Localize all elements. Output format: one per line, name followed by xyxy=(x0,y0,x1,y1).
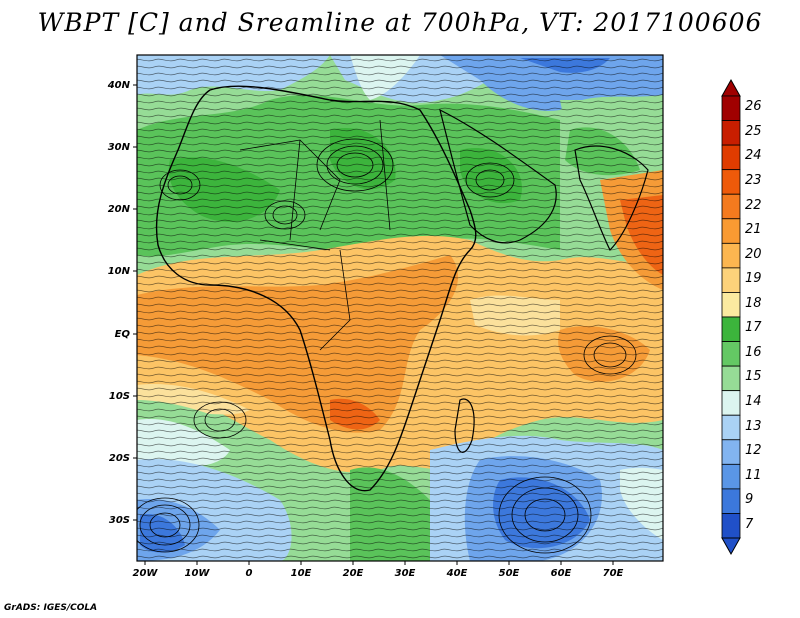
lat-label-30s: 30S xyxy=(108,515,130,526)
lon-label-70e: 70E xyxy=(602,568,624,579)
colorbar-box-21 xyxy=(721,218,741,244)
colorbar-box-24 xyxy=(721,144,741,171)
arabia-coastline xyxy=(439,108,557,244)
colorbar-box-14 xyxy=(721,390,741,416)
colorbar xyxy=(721,78,741,556)
colorbar-label-17: 17 xyxy=(745,320,762,336)
wbpt-shaded-field xyxy=(137,55,663,561)
colorbar-box-26 xyxy=(721,95,741,121)
colorbar-box-19 xyxy=(721,267,741,293)
colorbar-box-16 xyxy=(721,341,741,367)
colorbar-label-21: 21 xyxy=(745,222,762,238)
lon-label-20w: 20W xyxy=(132,568,158,579)
lon-label-40e: 40E xyxy=(446,568,468,579)
madagascar-outline xyxy=(454,398,475,453)
colorbar-label-16: 16 xyxy=(745,344,762,360)
lat-label-10n: 10N xyxy=(107,266,130,277)
longitude-ticks xyxy=(144,561,614,565)
colorbar-label-20: 20 xyxy=(745,246,762,262)
colorbar-label-12: 12 xyxy=(745,443,762,459)
colorbar-box-18 xyxy=(721,292,741,318)
colorbar-label-9: 9 xyxy=(745,492,754,508)
colorbar-box-15 xyxy=(721,365,741,392)
colorbar-box-20 xyxy=(721,242,741,269)
colorbar-box-7 xyxy=(721,513,741,539)
colorbar-label-26: 26 xyxy=(745,99,762,115)
colorbar-label-18: 18 xyxy=(745,295,762,311)
lat-label-10s: 10S xyxy=(108,391,130,402)
colorbar-box-12 xyxy=(721,439,741,465)
colorbar-box-11 xyxy=(721,463,741,490)
colorbar-box-13 xyxy=(721,414,741,441)
lon-label-0: 0 xyxy=(245,568,253,579)
lon-label-10w: 10W xyxy=(184,568,210,579)
colorbar-box-25 xyxy=(721,120,741,146)
colorbar-box-17 xyxy=(721,316,741,342)
colorbar-box-22 xyxy=(721,193,741,220)
lat-label-20s: 20S xyxy=(108,453,130,464)
grads-credit: GrADS: IGES/COLA xyxy=(4,603,98,613)
plot-frame xyxy=(136,54,664,562)
colorbar-label-15: 15 xyxy=(745,369,762,385)
colorbar-label-11: 11 xyxy=(745,467,762,483)
lon-label-60e: 60E xyxy=(550,568,572,579)
lon-label-30e: 30E xyxy=(394,568,416,579)
colorbar-box-23 xyxy=(721,169,741,195)
lat-label-20n: 20N xyxy=(107,204,130,215)
lon-label-10e: 10E xyxy=(290,568,312,579)
lat-label-eq: EQ xyxy=(114,329,130,340)
lon-label-20e: 20E xyxy=(342,568,364,579)
colorbar-label-14: 14 xyxy=(745,393,762,409)
colorbar-label-23: 23 xyxy=(745,172,762,188)
india-coastline xyxy=(574,145,649,252)
latitude-ticks xyxy=(133,84,137,521)
colorbar-label-19: 19 xyxy=(745,271,762,287)
lon-label-50e: 50E xyxy=(498,568,520,579)
colorbar-label-22: 22 xyxy=(745,197,762,213)
colorbar-label-24: 24 xyxy=(745,148,762,164)
colorbar-box-9 xyxy=(721,488,741,514)
colorbar-min-triangle xyxy=(721,537,741,556)
colorbar-max-triangle xyxy=(721,78,741,97)
africa-coastline xyxy=(155,85,477,492)
map-title: WBPT [C] and Sreamline at 700hPa, VT: 20… xyxy=(37,8,763,37)
colorbar-label-13: 13 xyxy=(745,418,762,434)
lat-label-30n: 30N xyxy=(107,142,130,153)
lat-label-40n: 40N xyxy=(107,80,130,91)
colorbar-label-7: 7 xyxy=(745,516,754,532)
colorbar-label-25: 25 xyxy=(745,123,762,139)
